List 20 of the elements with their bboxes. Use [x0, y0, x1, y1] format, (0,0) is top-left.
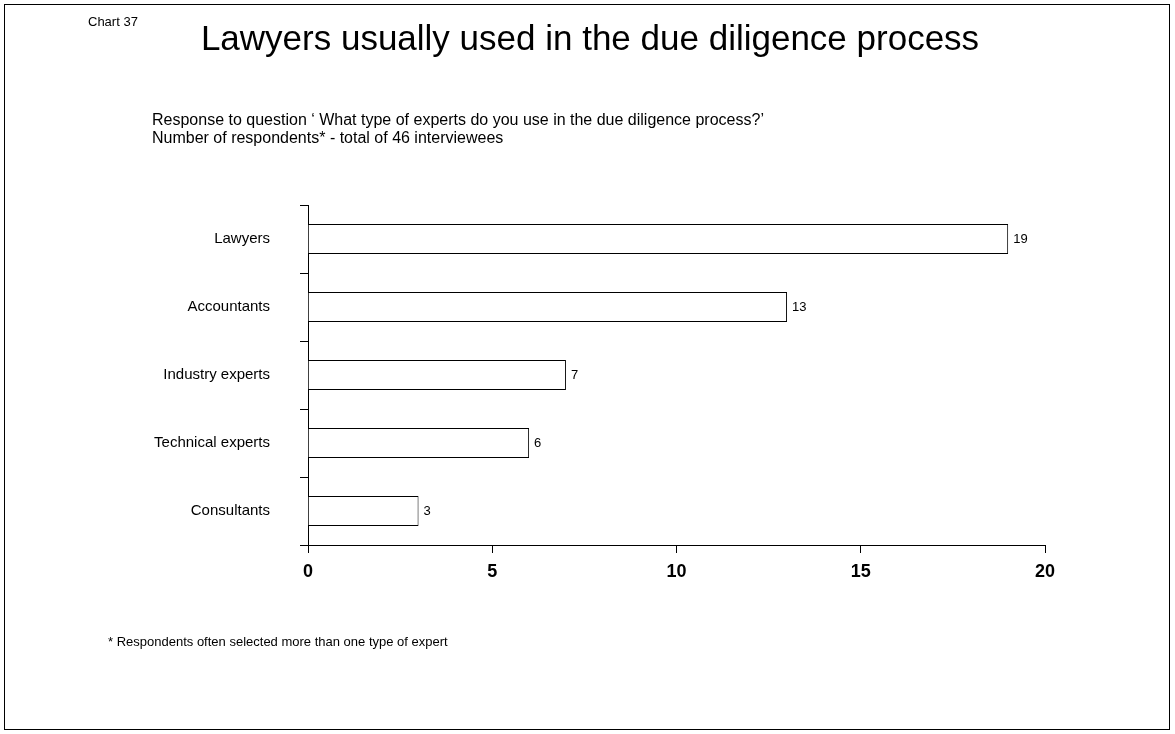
x-tick-label: 0: [302, 560, 314, 581]
y-tick-label: Lawyers: [214, 229, 270, 247]
data-label: 13: [792, 298, 807, 314]
y-tick-label: Technical experts: [154, 433, 270, 451]
y-tick-label: Industry experts: [163, 365, 270, 383]
x-tick-label: 15: [850, 560, 871, 581]
caption: Chart 37: [88, 14, 138, 29]
text: Number of respondents* - total of 46 interviewees: [152, 129, 504, 147]
y-tick-label: Accountants: [187, 297, 270, 315]
chart-subtitle: Response to question ‘ What type of experts do you use in the due diligence process?’: [152, 111, 764, 129]
text: * Respondents often selected more than one type of expert: [108, 634, 448, 649]
data-label: 6: [534, 434, 542, 450]
y-tick-label: Consultants: [190, 501, 270, 519]
x-tick-label: 20: [1034, 560, 1056, 581]
x-tick-label: 10: [666, 560, 687, 581]
data-label: 19: [1013, 230, 1028, 246]
x-tick-label: 5: [487, 560, 498, 581]
data-label: 7: [570, 366, 579, 382]
chart-title: Lawyers usually used in the due diligence process: [200, 18, 980, 58]
data-label: 3: [423, 502, 431, 518]
